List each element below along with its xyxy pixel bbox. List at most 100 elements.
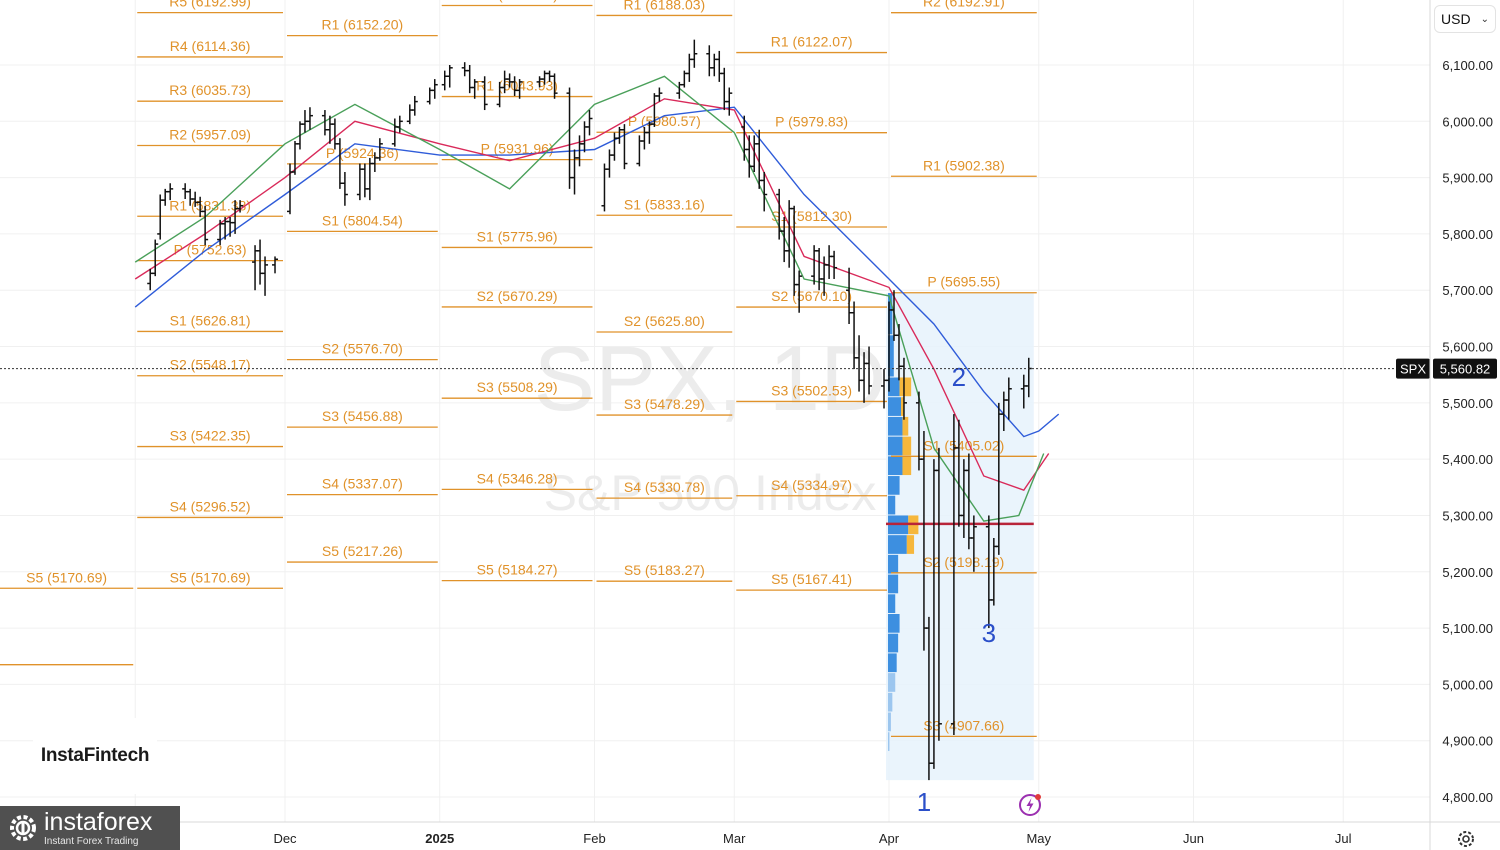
time-axis[interactable]: Dec 2025 Feb Mar Apr May Jun Jul xyxy=(0,821,1500,846)
pivot-label: S5 (5167.41) xyxy=(771,571,852,587)
volume-bar-down xyxy=(906,535,915,554)
volume-bar-up xyxy=(888,653,897,673)
pivot-label: S5 (5170.69) xyxy=(170,569,251,585)
volume-bar-down xyxy=(902,416,909,436)
pivot-label: S5 (5183.27) xyxy=(624,562,705,578)
ohlc-bar xyxy=(601,163,608,212)
volume-profile[interactable] xyxy=(886,293,1034,781)
pivot-label: S1 (5775.96) xyxy=(477,228,558,244)
pivot-label: S1 (5626.81) xyxy=(170,312,251,328)
price-tick-label: 5,900.00 xyxy=(1442,171,1493,186)
ohlc-bar xyxy=(691,39,698,68)
pivot-label: P (5979.83) xyxy=(775,114,848,130)
ohlc-bar xyxy=(471,79,478,99)
instaforex-logo: instaforex Instant Forex Trading xyxy=(0,806,180,850)
price-tick-label: 5,800.00 xyxy=(1442,227,1493,242)
volume-bar-up xyxy=(888,554,899,574)
ohlc-bar xyxy=(866,346,873,395)
pivot-label: S1 (5405.02) xyxy=(923,437,1004,453)
chart-watermark: SPX, 1D S&P 500 Index xyxy=(534,328,887,521)
volume-bar-up xyxy=(888,692,893,712)
month-label: Apr xyxy=(879,831,900,846)
ohlc-bar xyxy=(970,515,977,572)
pivot-label: S3 (5508.29) xyxy=(477,379,558,395)
pivot-label: R4 (6114.36) xyxy=(170,38,251,54)
ohlc-bar xyxy=(581,121,588,153)
lightning-bolt-icon[interactable] xyxy=(1017,790,1045,818)
ohlc-bar xyxy=(706,45,713,77)
pivot-label: S2 (5670.29) xyxy=(477,288,558,304)
wave-label: 3 xyxy=(982,618,996,648)
volume-bar-up xyxy=(888,335,894,377)
pivot-label: S3 (5478.29) xyxy=(624,396,705,412)
pivot-label: S2 (5198.19) xyxy=(923,554,1004,570)
pivot-label: R5 (6192.99) xyxy=(169,0,251,10)
volume-bar-down xyxy=(901,397,904,416)
ohlc-bar xyxy=(296,121,303,150)
pivot-label: S4 (5296.52) xyxy=(170,498,251,514)
ohlc-bar xyxy=(157,194,164,240)
price-tick-label: 5,400.00 xyxy=(1442,452,1493,467)
pivot-label: R1 (6043.93) xyxy=(476,78,558,94)
pivot-label: S4 (5334.97) xyxy=(771,477,852,493)
ohlc-bar xyxy=(167,183,174,201)
ohlc-bar xyxy=(516,79,523,99)
ohlc-bar xyxy=(586,110,593,136)
chart-subtitle: S&P 500 Index xyxy=(544,465,877,521)
pivot-label: S4 (5346.28) xyxy=(477,470,558,486)
instafintech-logo: InstaFintech xyxy=(33,718,157,794)
ohlc-bar xyxy=(571,149,578,195)
last-price-badge xyxy=(1433,358,1497,379)
pivot-label: R1 (6152.20) xyxy=(322,17,404,33)
volume-bar-down xyxy=(899,377,912,397)
pivot-label: P (5695.55) xyxy=(927,274,1000,290)
price-tick-label: 5,600.00 xyxy=(1442,340,1493,355)
ohlc-bar xyxy=(935,447,942,741)
ohlc-bar xyxy=(566,87,573,189)
ohlc-bar xyxy=(686,53,693,82)
volume-bar-up xyxy=(888,416,903,436)
pivot-levels: S5 (5170.69) R5 (6192.99) R4 (6114.36) R3 (… xyxy=(0,0,1037,738)
ohlc-bar xyxy=(252,245,259,291)
ohlc-bar xyxy=(900,357,907,420)
ohlc-bar xyxy=(396,115,403,133)
ohlc-bar xyxy=(746,135,753,178)
ohlc-bar xyxy=(481,76,488,111)
ohlc-bar xyxy=(761,171,768,212)
wave-label: 2 xyxy=(952,362,966,392)
ohlc-bar xyxy=(796,270,803,313)
pivot-label: S3 (5502.53) xyxy=(771,382,852,398)
pivot-label: S2 (5670.10) xyxy=(771,288,852,304)
pivot-label: S1 (5833.16) xyxy=(624,196,705,212)
pivot-label: S3 (5422.35) xyxy=(170,428,251,444)
pivot-label: P (5931.96) xyxy=(481,141,554,157)
wave-labels: 1 2 3 xyxy=(917,362,996,817)
ohlc-bar xyxy=(431,79,438,99)
pivot-label: P (5752.63) xyxy=(174,242,247,258)
ohlc-bar xyxy=(341,171,348,206)
wave-label: 1 xyxy=(917,787,931,817)
price-tick-label: 5,000.00 xyxy=(1442,677,1493,692)
ohlc-bars xyxy=(147,39,1032,781)
ohlc-bar xyxy=(716,50,723,82)
pivot-label: S5 (5217.26) xyxy=(322,543,403,559)
volume-bar-up xyxy=(888,673,896,692)
pivot-label: R1 (6122.07) xyxy=(771,34,853,50)
ohlc-bar xyxy=(152,239,159,277)
ohlc-bar xyxy=(461,62,468,77)
currency-dropdown[interactable]: USD ⌄ xyxy=(1434,5,1496,33)
price-axis[interactable]: 4,800.00 4,900.00 5,000.00 5,100.00 5,200.00… xyxy=(1429,0,1493,850)
volume-bar-up xyxy=(888,574,899,594)
pivot-label: S5 (5184.27) xyxy=(477,562,558,578)
symbol-badge xyxy=(1396,358,1430,379)
ohlc-bar xyxy=(1005,377,1012,420)
ohlc-bar xyxy=(202,205,209,246)
month-label: 2025 xyxy=(425,831,454,846)
volume-bar-up xyxy=(888,436,903,456)
pivot-label: S5 (5170.69) xyxy=(26,569,107,585)
settings-gear-icon[interactable] xyxy=(1455,828,1477,850)
chevron-down-icon: ⌄ xyxy=(1480,13,1489,25)
pivot-label: R1 (6188.03) xyxy=(624,0,706,12)
volume-bar-up xyxy=(888,535,907,554)
